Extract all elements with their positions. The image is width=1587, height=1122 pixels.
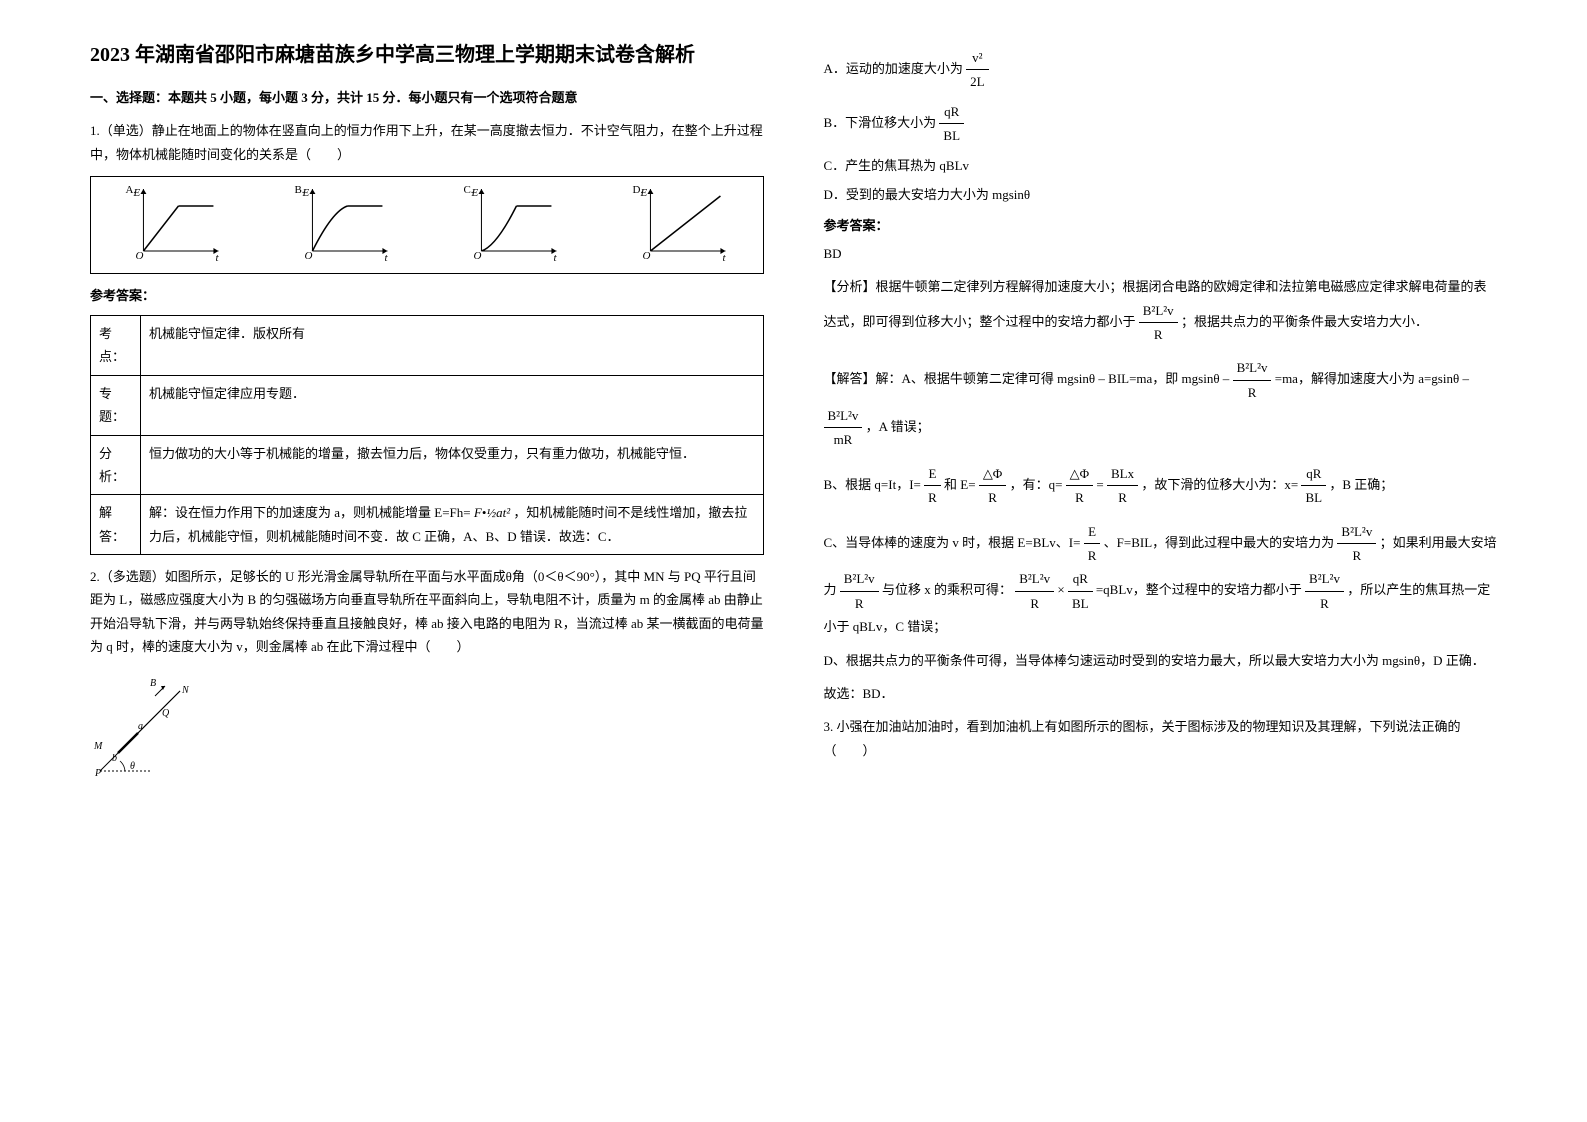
q2-solve-d: D、根据共点力的平衡条件可得，当导体棒匀速运动时受到的安培力最大，所以最大安培力… [824,649,1498,672]
q2-analysis-intro: 【分析】根据牛顿第二定律列方程解得加速度大小；根据闭合电路的欧姆定律和法拉第电磁… [824,275,1498,346]
svg-text:θ: θ [130,761,135,772]
frac: E R [1084,520,1101,568]
q1-graph-b: B. E t O [260,177,425,272]
cell-label: 解答： [91,495,141,555]
svg-text:a: a [138,721,143,732]
svg-text:O: O [473,250,481,261]
q2-solve-c: C、当导体棒的速度为 v 时，根据 E=BLv、I= E R 、F=BIL，得到… [824,520,1498,639]
q1-analysis-table: 考点： 机械能守恒定律．版权所有 专题： 机械能守恒定律应用专题． 分析： 恒力… [90,315,764,555]
q2-opt-b: B．下滑位移大小为 qR BL [824,100,1498,148]
opt-a-prefix: A．运动的加速度大小为 [824,61,963,76]
q1-graphs: A. E t O B. E t O [90,176,764,273]
frac: △Φ R [1066,462,1094,510]
q2-opt-d: D．受到的最大安培力大小为 mgsinθ [824,183,1498,206]
frac: BLx R [1107,462,1138,510]
svg-text:O: O [642,250,650,261]
svg-text:t: t [553,252,557,261]
q1-graph-c: C. E t O [429,177,594,272]
frac: △Φ R [979,462,1007,510]
q2-final: 故选：BD． [824,682,1498,705]
right-column: A．运动的加速度大小为 v² 2L B．下滑位移大小为 qR BL C．产生的焦… [794,40,1528,1082]
formula: F•½at² [474,505,510,520]
frac: B²L²v mR [824,404,863,452]
svg-text:t: t [722,252,726,261]
cell-label: 分析： [91,435,141,495]
svg-text:E: E [301,187,309,199]
cell-label: 专题： [91,375,141,435]
frac: B²L²v R [1337,520,1376,568]
q1-graph-a: A. E t O [91,177,256,272]
frac-qr-bl: qR BL [939,100,964,148]
cell-content: 恒力做功的大小等于机械能的增量，撤去恒力后，物体仅受重力，只有重力做功，机械能守… [141,435,764,495]
q2-answer: BD [824,242,1498,265]
solve-prefix: 解：设在恒力作用下的加速度为 a，则机械能增量 E=Fh= [149,505,471,520]
opt-b-prefix: B．下滑位移大小为 [824,115,937,130]
frac: B²L²v R [1015,567,1054,615]
cell-content: 机械能守恒定律应用专题． [141,375,764,435]
svg-text:O: O [135,250,143,261]
q1-graph-d: D. E t O [598,177,763,272]
frac-v2-2l: v² 2L [966,46,988,94]
table-row: 考点： 机械能守恒定律．版权所有 [91,315,764,375]
left-column: 2023 年湖南省邵阳市麻塘苗族乡中学高三物理上学期期末试卷含解析 一、选择题：… [60,40,794,1082]
svg-text:N: N [181,685,190,696]
svg-text:t: t [215,252,219,261]
frac: B²L²v R [1305,567,1344,615]
svg-text:Q: Q [162,708,170,719]
q1-answer-label: 参考答案： [90,284,764,307]
svg-text:E: E [132,187,140,199]
cell-content: 解：设在恒力作用下的加速度为 a，则机械能增量 E=Fh= F•½at² ，知机… [141,495,764,555]
frac: B²L²v R [840,567,879,615]
q2-opt-c: C．产生的焦耳热为 qBLv [824,154,1498,177]
q2-opt-a: A．运动的加速度大小为 v² 2L [824,46,1498,94]
cell-content: 机械能守恒定律．版权所有 [141,315,764,375]
q3-stem: 3. 小强在加油站加油时，看到加油机上有如图所示的图标，关于图标涉及的物理知识及… [824,715,1498,762]
svg-text:E: E [470,187,478,199]
svg-text:M: M [93,741,103,752]
svg-text:t: t [384,252,388,261]
svg-text:P: P [94,768,101,779]
cell-label: 考点： [91,315,141,375]
q2-diagram: a b B N Q M P θ [90,671,764,788]
frac: qR BL [1068,567,1093,615]
svg-text:O: O [304,250,312,261]
table-row: 解答： 解：设在恒力作用下的加速度为 a，则机械能增量 E=Fh= F•½at²… [91,495,764,555]
svg-text:E: E [639,187,647,199]
document-title: 2023 年湖南省邵阳市麻塘苗族乡中学高三物理上学期期末试卷含解析 [90,40,764,70]
q1-stem: 1.（单选）静止在地面上的物体在竖直向上的恒力作用下上升，在某一高度撤去恒力．不… [90,119,764,166]
q2-answer-label: 参考答案： [824,214,1498,237]
q2-solve-a: 【解答】解：A、根据牛顿第二定律可得 mgsinθ – BIL=ma，即 mgs… [824,356,1498,452]
table-row: 专题： 机械能守恒定律应用专题． [91,375,764,435]
table-row: 分析： 恒力做功的大小等于机械能的增量，撤去恒力后，物体仅受重力，只有重力做功，… [91,435,764,495]
svg-text:B: B [150,678,156,689]
q2-stem: 2.（多选题）如图所示，足够长的 U 形光滑金属导轨所在平面与水平面成θ角（0＜… [90,565,764,659]
section1-title: 一、选择题：本题共 5 小题，每小题 3 分，共计 15 分．每小题只有一个选项… [90,86,764,109]
q2-solve-b: B、根据 q=It，I= E R 和 E= △Φ R ，有：q= △Φ R = … [824,462,1498,510]
frac: qR BL [1301,462,1326,510]
frac: B²L²v R [1139,299,1178,347]
frac: E R [924,462,941,510]
frac: B²L²v R [1233,356,1272,404]
svg-text:b: b [112,753,117,764]
